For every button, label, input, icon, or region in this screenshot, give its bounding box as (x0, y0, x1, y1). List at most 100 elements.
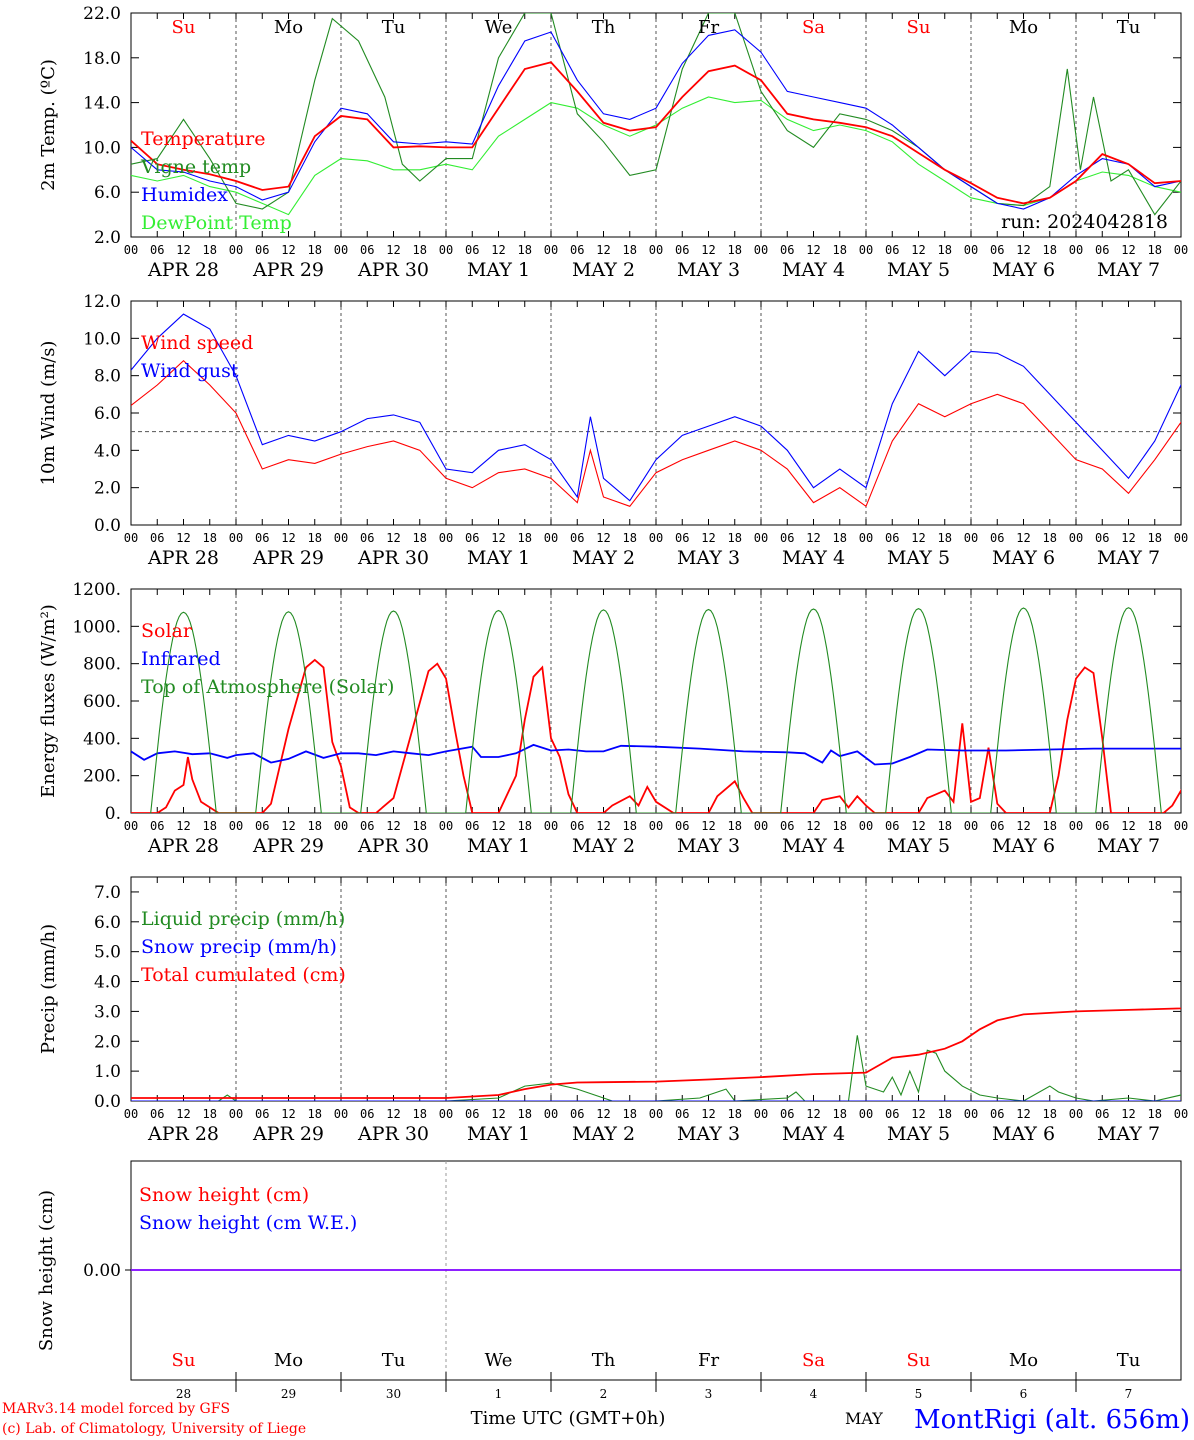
temp-hour-tick-label: 00 (124, 243, 138, 257)
temp-hour-tick-label: 12 (911, 243, 925, 257)
energy-hour-tick-label: 18 (1148, 819, 1162, 833)
temp-hour-tick-label: 18 (1043, 243, 1057, 257)
energy-ytick-label: 800. (83, 655, 121, 675)
energy-date-label: MAY 7 (1097, 835, 1160, 857)
energy-hour-tick-label: 18 (728, 819, 742, 833)
energy-hour-tick-label: 06 (1095, 819, 1109, 833)
precip-hour-tick-label: 12 (1016, 1107, 1030, 1121)
energy-hour-tick-label: 00 (649, 819, 663, 833)
temp-hour-tick-label: 12 (1016, 243, 1030, 257)
precip-date-label: MAY 5 (887, 1123, 950, 1145)
precip-hour-tick-label: 18 (518, 1107, 532, 1121)
energy-hour-tick-label: 06 (675, 819, 689, 833)
energy-date-label: APR 29 (252, 835, 324, 857)
wind-hour-tick-label: 18 (308, 531, 322, 545)
temp-ytick-label: 14.0 (83, 94, 121, 114)
precip-hour-tick-label: 18 (203, 1107, 217, 1121)
energy-hour-tick-label: 00 (124, 819, 138, 833)
temp-hour-tick-label: 00 (754, 243, 768, 257)
energy-ytick-label: 400. (83, 729, 121, 749)
temp-hour-tick-label: 06 (675, 243, 689, 257)
energy-hour-tick-label: 18 (413, 819, 427, 833)
energy-hour-tick-label: 06 (570, 819, 584, 833)
wind-ytick-label: 10.0 (83, 329, 121, 349)
energy-hour-tick-label: 00 (334, 819, 348, 833)
wind-hour-tick-label: 12 (176, 531, 190, 545)
temp-hour-tick-label: 00 (1174, 243, 1188, 257)
temp-date-label: APR 30 (357, 259, 429, 281)
energy-ytick-label: 200. (83, 767, 121, 787)
precip-hour-tick-label: 18 (308, 1107, 322, 1121)
precip-hour-tick-label: 18 (938, 1107, 952, 1121)
snow-day-number: 3 (705, 1387, 713, 1401)
wind-hour-tick-label: 00 (964, 531, 978, 545)
energy-hour-tick-label: 12 (281, 819, 295, 833)
temp-hour-tick-label: 18 (308, 243, 322, 257)
wind-hour-tick-label: 18 (1043, 531, 1057, 545)
precip-hour-tick-label: 18 (728, 1107, 742, 1121)
snow-day-number: 4 (810, 1387, 818, 1401)
snow-day-number: 2 (600, 1387, 608, 1401)
wind-hour-tick-label: 18 (623, 531, 637, 545)
precip-hour-tick-label: 00 (124, 1107, 138, 1121)
snow-weekday-label: Tu (1117, 1350, 1141, 1371)
wind-hour-tick-label: 00 (124, 531, 138, 545)
temp-hour-tick-label: 00 (859, 243, 873, 257)
snow-day-number: 7 (1125, 1387, 1133, 1401)
precip-hour-tick-label: 12 (911, 1107, 925, 1121)
temp-series-line-1 (131, 13, 1181, 216)
wind-hour-tick-label: 06 (1095, 531, 1109, 545)
snow-day-number: 5 (915, 1387, 923, 1401)
precip-hour-tick-label: 18 (1043, 1107, 1057, 1121)
temp-hour-tick-label: 06 (255, 243, 269, 257)
wind-series-line-1 (131, 313, 1181, 502)
precip-hour-tick-label: 06 (885, 1107, 899, 1121)
wind-panel: 00 06 12 18 00 06 12 18 00 06 12 18 00 06 12 18 00 06 12 18… (38, 292, 1188, 569)
precip-hour-tick-label: 06 (675, 1107, 689, 1121)
temp-date-label: APR 29 (252, 259, 324, 281)
snow-weekday-label: Fr (698, 1350, 719, 1371)
energy-hour-tick-label: 06 (150, 819, 164, 833)
wind-hour-tick-label: 12 (701, 531, 715, 545)
wind-hour-tick-label: 00 (859, 531, 873, 545)
temp-weekday-label: Su (172, 17, 196, 38)
energy-hour-tick-label: 06 (255, 819, 269, 833)
temp-date-label: MAY 6 (992, 259, 1055, 281)
temp-legend-0: Temperature (141, 128, 265, 150)
wind-hour-tick-label: 06 (360, 531, 374, 545)
temp-weekday-label: We (485, 17, 513, 38)
energy-date-label: MAY 6 (992, 835, 1055, 857)
precip-hour-tick-label: 06 (255, 1107, 269, 1121)
temp-hour-tick-label: 06 (150, 243, 164, 257)
wind-hour-tick-label: 06 (255, 531, 269, 545)
energy-hour-tick-label: 00 (1069, 819, 1083, 833)
temp-hour-tick-label: 00 (439, 243, 453, 257)
temp-date-label: MAY 7 (1097, 259, 1160, 281)
precip-hour-tick-label: 12 (386, 1107, 400, 1121)
temp-hour-tick-label: 12 (386, 243, 400, 257)
precip-hour-tick-label: 18 (1148, 1107, 1162, 1121)
wind-hour-tick-label: 12 (1121, 531, 1135, 545)
wind-date-label: MAY 2 (572, 547, 635, 569)
energy-hour-tick-label: 00 (544, 819, 558, 833)
energy-legend-1: Infrared (141, 648, 221, 670)
snow-day-number: 1 (495, 1387, 503, 1401)
wind-ytick-label: 2.0 (94, 479, 121, 499)
energy-hour-tick-label: 06 (360, 819, 374, 833)
temp-ylabel: 2m Temp. (ºC) (38, 59, 59, 191)
precip-hour-tick-label: 00 (229, 1107, 243, 1121)
temp-weekday-label: Tu (1117, 17, 1141, 38)
wind-date-label: MAY 4 (782, 547, 845, 569)
energy-legend-0: Solar (141, 620, 193, 642)
precip-series-line-0 (131, 1035, 1181, 1101)
precip-date-label: MAY 6 (992, 1123, 1055, 1145)
energy-series-line-1 (131, 743, 1181, 766)
precip-hour-tick-label: 00 (1174, 1107, 1188, 1121)
run-label: run: 2024042818 (1001, 211, 1168, 233)
temp-hour-tick-label: 12 (1121, 243, 1135, 257)
energy-hour-tick-label: 18 (833, 819, 847, 833)
temp-legend-3: DewPoint Temp (141, 212, 292, 234)
wind-hour-tick-label: 00 (544, 531, 558, 545)
precip-hour-tick-label: 12 (701, 1107, 715, 1121)
